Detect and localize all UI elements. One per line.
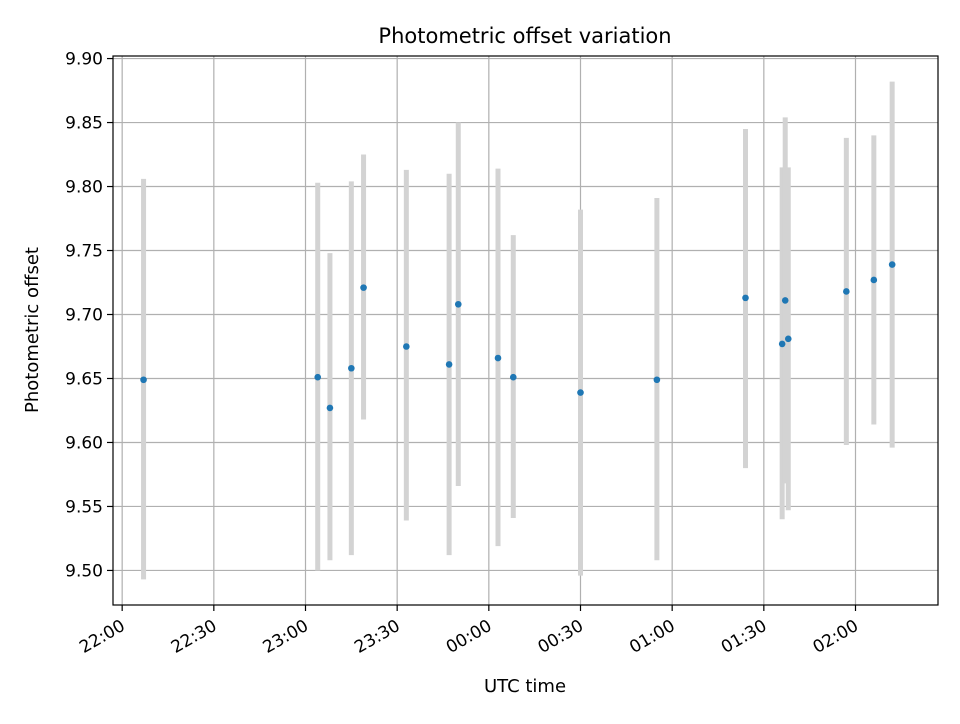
data-point (843, 288, 850, 295)
data-point (403, 343, 410, 350)
y-tick-label: 9.60 (65, 433, 103, 453)
data-point (494, 354, 502, 362)
y-tick-label: 9.85 (65, 114, 103, 134)
data-point (509, 373, 517, 381)
y-tick-label: 9.70 (65, 306, 103, 326)
grid (113, 56, 938, 605)
x-axis-label: UTC time (484, 676, 566, 697)
y-tick-label: 9.55 (65, 497, 103, 517)
y-tick-label: 9.50 (65, 561, 103, 581)
data-point (870, 276, 878, 284)
data-point (140, 376, 147, 384)
y-axis-label: Photometric offset (22, 247, 43, 413)
plot-frame (112, 55, 939, 606)
y-tick-label: 9.90 (65, 50, 103, 70)
data-point (784, 335, 792, 343)
data-point (326, 404, 334, 412)
data-point (742, 294, 749, 302)
data-point (445, 361, 453, 368)
data-point (314, 373, 322, 381)
data-point (653, 376, 661, 384)
data-point (888, 261, 896, 268)
y-tick-label: 9.65 (65, 369, 103, 389)
data-point (348, 364, 355, 372)
data-point (781, 297, 789, 304)
y-tick-label: 9.75 (65, 242, 103, 262)
chart-title: Photometric offset variation (378, 24, 671, 48)
y-tick-label: 9.80 (65, 178, 103, 198)
data-point (454, 300, 462, 308)
plot-area (113, 56, 938, 605)
data-point (360, 284, 367, 291)
data-point (577, 389, 584, 396)
data-points (140, 261, 896, 412)
y-axis-ticks: 9.50 9.55 9.60 9.65 9.70 9.75 9.80 9.85 9.90 (65, 50, 113, 581)
data-point (778, 340, 786, 348)
